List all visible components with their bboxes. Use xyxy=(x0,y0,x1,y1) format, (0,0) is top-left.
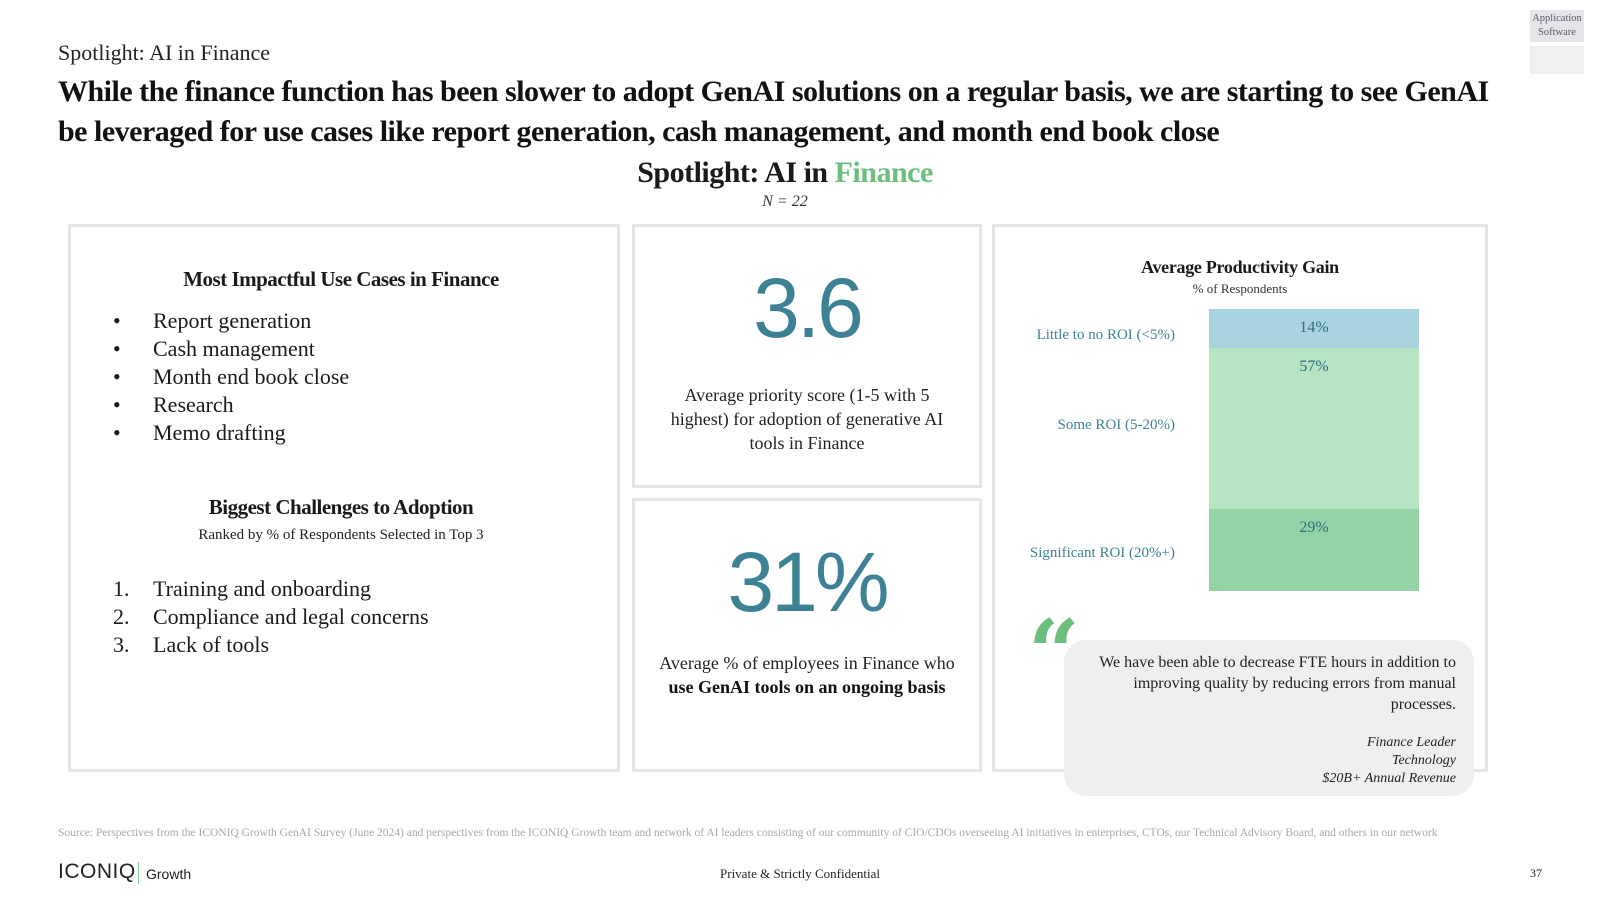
page-number: 37 xyxy=(1530,866,1542,880)
challenge-label: Lack of tools xyxy=(153,632,270,657)
headline: While the finance function has been slow… xyxy=(58,75,1489,148)
chart-subtitle: % of Respondents xyxy=(1192,281,1288,296)
chart-category-labels: Little to no ROI (<5%) Some ROI (5-20%) … xyxy=(995,227,1485,767)
adoption-rate-desc: Average % of employees in Finance who us… xyxy=(655,651,959,699)
bar-value-label: 29% xyxy=(1299,519,1329,536)
use-case-label: Memo drafting xyxy=(153,420,286,445)
challenge-label: Compliance and legal concerns xyxy=(153,604,429,629)
bar-segment xyxy=(1209,509,1419,591)
challenges-subtitle: Ranked by % of Respondents Selected in T… xyxy=(198,527,484,543)
use-case-label: Month end book close xyxy=(153,364,350,389)
category-label: Little to no ROI (<5%) xyxy=(1036,327,1175,343)
bar-segment xyxy=(1209,309,1419,348)
chart-title: Average Productivity Gain xyxy=(1141,257,1339,277)
section-title: Spotlight: AI in Finance xyxy=(0,156,1570,190)
rank-number: 1. xyxy=(113,576,130,601)
section-tag: Application Software xyxy=(1530,10,1584,42)
rank-number: 3. xyxy=(113,632,130,657)
adoption-rate-desc-text: Average % of employees in Finance who xyxy=(659,653,955,673)
section-tag-line2: Software xyxy=(1538,27,1576,38)
quote-attr-revenue: $20B+ Annual Revenue xyxy=(1322,771,1456,786)
category-label: Some ROI (5-20%) xyxy=(1057,417,1175,433)
use-case-label: Report generation xyxy=(153,308,312,333)
priority-score-desc: Average priority score (1-5 with 5 highe… xyxy=(670,385,944,453)
logo-divider xyxy=(138,862,139,884)
challenges-title: Biggest Challenges to Adoption xyxy=(208,495,474,519)
bullet: • xyxy=(113,392,121,417)
use-case-label: Research xyxy=(153,392,234,417)
quote-attr-sector: Technology xyxy=(1391,753,1456,768)
bullet: • xyxy=(113,420,121,445)
bar-value-label: 57% xyxy=(1299,358,1329,375)
use-cases-list: • Report generation • Cash management • Mon… xyxy=(113,307,349,447)
adoption-rate-desc-bold: use GenAI tools on an ongoing basis xyxy=(668,677,946,697)
section-title-accent: Finance xyxy=(834,156,934,189)
quote-mark-icon: “ xyxy=(1028,600,1080,706)
section-title-prefix: Spotlight: AI in xyxy=(637,156,835,189)
quote-box xyxy=(1064,640,1474,796)
bullet: • xyxy=(113,364,121,389)
company-logo-sub: Growth xyxy=(146,866,192,882)
bullet: • xyxy=(113,336,121,361)
bar-segment xyxy=(1209,348,1419,509)
list-item: • Month end book close xyxy=(113,363,349,391)
quote-text: We have been able to decrease FTE hours … xyxy=(1099,654,1456,713)
company-logo: ICONIQ xyxy=(58,860,136,883)
priority-score-value: 3.6 xyxy=(753,261,864,355)
list-item: • Memo drafting xyxy=(113,419,349,447)
challenges-list: 1. Training and onboarding 2. Compliance a… xyxy=(113,575,429,659)
bullet: • xyxy=(113,308,121,333)
confidentiality-note: Private & Strictly Confidential xyxy=(720,866,880,881)
use-case-label: Cash management xyxy=(153,336,315,361)
bar-value-label: 14% xyxy=(1299,318,1329,336)
quote-attr-role: Finance Leader xyxy=(1366,735,1456,750)
category-label: Significant ROI (20%+) xyxy=(1029,545,1175,561)
list-item: 1. Training and onboarding xyxy=(113,575,429,603)
source-note: Source: Perspectives from the ICONIQ Gro… xyxy=(58,827,1438,839)
section-tag-line1: Application xyxy=(1532,13,1582,24)
sample-size: N = 22 xyxy=(762,193,808,210)
adoption-rate-value: 31% xyxy=(727,535,889,629)
challenge-label: Training and onboarding xyxy=(153,576,371,601)
list-item: • Report generation xyxy=(113,307,349,335)
list-item: 3. Lack of tools xyxy=(113,631,429,659)
priority-score-card: 3.6 Average priority score (1-5 with 5 h… xyxy=(632,224,982,488)
list-item: • Cash management xyxy=(113,335,349,363)
eyebrow-title: Spotlight: AI in Finance xyxy=(58,40,271,65)
adoption-rate-card: 31% Average % of employees in Finance wh… xyxy=(632,498,982,772)
list-item: • Research xyxy=(113,391,349,419)
stacked-bar: 14% 57% 29% xyxy=(1209,309,1419,591)
list-item: 2. Compliance and legal concerns xyxy=(113,603,429,631)
use-cases-card: Most Impactful Use Cases in Finance • Rep… xyxy=(68,224,620,772)
use-cases-title: Most Impactful Use Cases in Finance xyxy=(183,267,499,291)
rank-number: 2. xyxy=(113,604,130,629)
quote-attribution: Finance Leader Technology $20B+ Annual R… xyxy=(1080,734,1456,788)
section-tag-placeholder xyxy=(1530,46,1584,74)
